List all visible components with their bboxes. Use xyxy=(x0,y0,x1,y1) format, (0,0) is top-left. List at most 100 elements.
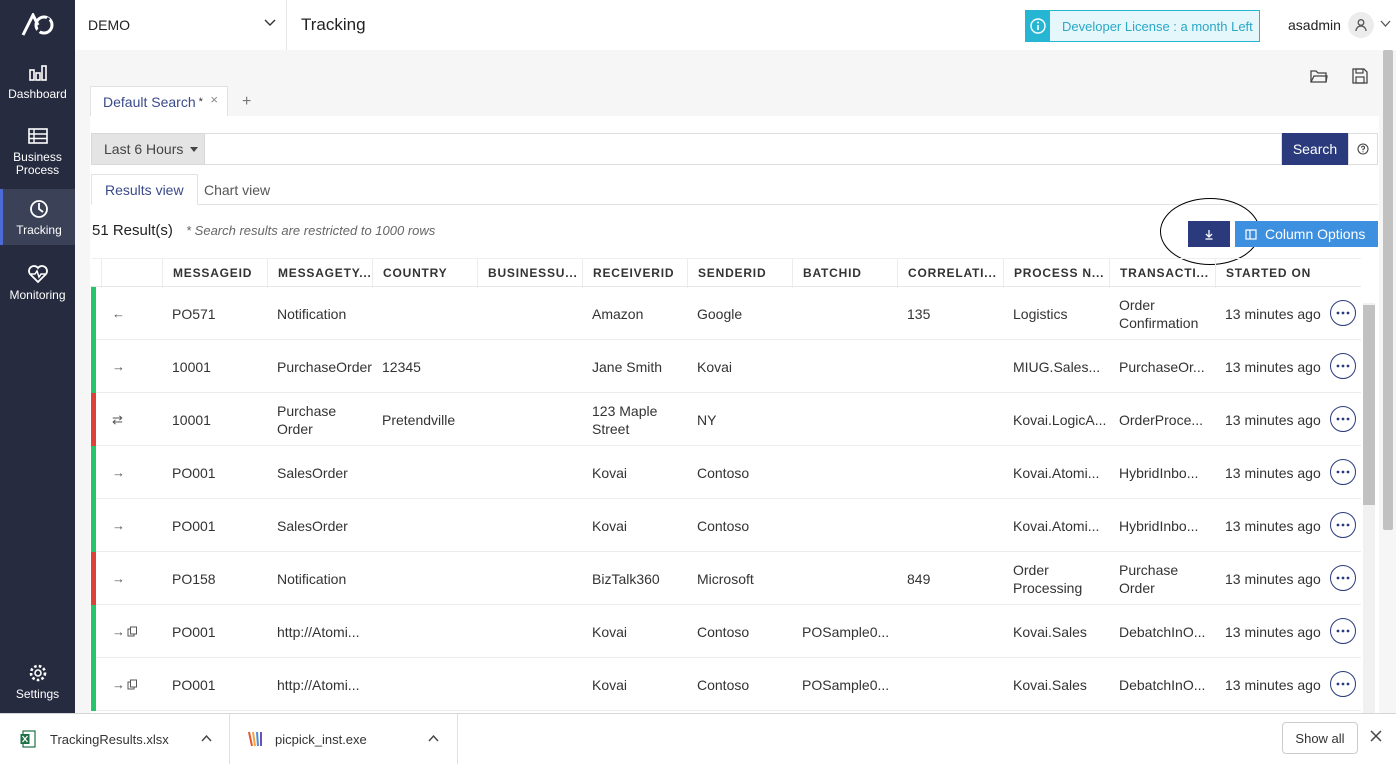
column-options-button[interactable]: Column Options xyxy=(1235,221,1378,247)
column-header[interactable]: CORRELATI... xyxy=(897,259,1003,288)
table-header: MESSAGEID MESSAGETY... COUNTRY BUSINESSU...… xyxy=(91,258,1361,288)
table-row[interactable]: → PO001 http://Atomi... Kovai Contoso POSampl… xyxy=(91,605,1361,658)
search-button[interactable]: Search xyxy=(1282,133,1348,165)
table-cell: Kovai.Sales xyxy=(1003,605,1109,658)
query-input[interactable] xyxy=(205,133,1282,165)
cell-text: DebatchInO... xyxy=(1119,676,1206,693)
sidebar-item-dashboard[interactable]: Dashboard xyxy=(0,62,75,101)
cell-text: Kovai.Atomi... xyxy=(1013,464,1100,481)
more-options-button[interactable] xyxy=(1330,512,1356,538)
table-cell: SalesOrder xyxy=(267,446,372,499)
more-options-button[interactable] xyxy=(1330,300,1356,326)
table-row[interactable]: ← PO571 Notification Amazon Google 135 Logisti… xyxy=(91,287,1361,340)
table-row[interactable]: → PO001 SalesOrder Kovai Contoso Kovai.Atomi.… xyxy=(91,499,1361,552)
table-row[interactable]: ⇄ 10001 Purchase Order Pretendville 123 Mapl… xyxy=(91,393,1361,446)
table-cell: 13 minutes ago xyxy=(1215,658,1321,711)
heart-pulse-icon xyxy=(27,263,49,285)
table-scrollbar-thumb[interactable] xyxy=(1363,305,1375,505)
more-options-button[interactable] xyxy=(1330,565,1356,591)
table-cell xyxy=(372,446,477,499)
cell-text: http://Atomi... xyxy=(277,676,360,693)
cell-text: 10001 xyxy=(172,411,211,428)
table-cell: Google xyxy=(687,287,792,340)
time-range-dropdown[interactable]: Last 6 Hours xyxy=(91,133,205,165)
download-item[interactable]: picpick_inst.exe xyxy=(230,714,458,764)
logo-icon[interactable] xyxy=(0,0,75,50)
table-row[interactable]: → PO001 SalesOrder Kovai Contoso Kovai.Atomi.… xyxy=(91,446,1361,499)
show-all-button[interactable]: Show all xyxy=(1282,722,1358,754)
tab-results-view[interactable]: Results view xyxy=(91,174,198,205)
user-icon xyxy=(1355,19,1367,32)
ellipsis-icon xyxy=(1336,470,1350,474)
cell-text: DebatchInO... xyxy=(1119,623,1206,640)
chevron-down-icon[interactable] xyxy=(1380,20,1391,28)
tab-chart-view[interactable]: Chart view xyxy=(204,181,271,198)
column-header[interactable]: COUNTRY xyxy=(372,259,477,288)
more-options-button[interactable] xyxy=(1330,459,1356,485)
cell-text: POSample0... xyxy=(802,676,890,693)
more-options-button[interactable] xyxy=(1330,406,1356,432)
license-badge[interactable]: Developer License : a month Left xyxy=(1025,10,1260,42)
table-row[interactable]: → 10001 PurchaseOrder 12345 Jane Smith Kovai M… xyxy=(91,340,1361,393)
status-indicator xyxy=(91,393,96,446)
chevron-up-icon[interactable] xyxy=(428,735,439,742)
cell-text: NY xyxy=(697,411,717,428)
table-cell: Purchase Order xyxy=(1109,552,1215,605)
sidebar-item-tracking[interactable]: Tracking xyxy=(0,189,75,245)
chevron-up-icon[interactable] xyxy=(201,735,212,742)
username[interactable]: asadmin xyxy=(1288,17,1341,33)
cell-text: Order Processing xyxy=(1013,561,1083,596)
sidebar-item-settings[interactable]: Settings xyxy=(0,662,75,701)
help-icon[interactable] xyxy=(1348,133,1378,165)
direction-icon: ← xyxy=(112,287,125,340)
folder-open-icon[interactable] xyxy=(1310,68,1328,84)
table-cell: Contoso xyxy=(687,446,792,499)
status-indicator xyxy=(91,499,96,552)
more-options-button[interactable] xyxy=(1330,618,1356,644)
tab-default-search[interactable]: Default Search * × xyxy=(90,86,228,117)
cell-text: PO001 xyxy=(172,517,216,534)
table-cell: Kovai xyxy=(582,499,687,552)
table-cell: Kovai.Sales xyxy=(1003,658,1109,711)
column-header[interactable]: MESSAGETY... xyxy=(267,259,372,288)
cell-text: 849 xyxy=(907,570,931,587)
column-header[interactable]: STARTED ON xyxy=(1215,259,1321,288)
close-icon[interactable]: × xyxy=(210,92,218,107)
cell-text: 135 xyxy=(907,305,931,322)
sidebar-item-business-process[interactable]: Business Process xyxy=(0,125,75,177)
table-cell: BizTalk360 xyxy=(582,552,687,605)
save-icon[interactable] xyxy=(1352,68,1368,84)
ellipsis-icon xyxy=(1336,682,1350,686)
table-row[interactable]: → PO158 Notification BizTalk360 Microsoft 849… xyxy=(91,552,1361,605)
direction-arrow-icon: → xyxy=(112,359,125,374)
cell-text: http://Atomi... xyxy=(277,623,360,640)
environment-select[interactable]: DEMO xyxy=(75,0,287,50)
direction-icon: → xyxy=(112,446,125,499)
cell-text: Purchase Order xyxy=(1119,561,1179,596)
column-header[interactable]: BUSINESSU... xyxy=(477,259,582,288)
table-cell: PO001 xyxy=(162,446,267,499)
more-options-button[interactable] xyxy=(1330,671,1356,697)
table-row[interactable]: → PO001 http://Atomi... Kovai Contoso POSampl… xyxy=(91,658,1361,711)
column-header[interactable]: TRANSACTI... xyxy=(1109,259,1215,288)
avatar[interactable] xyxy=(1348,12,1374,38)
column-header[interactable]: MESSAGEID xyxy=(162,259,267,288)
column-header[interactable]: SENDERID xyxy=(687,259,792,288)
sidebar-item-monitoring[interactable]: Monitoring xyxy=(0,263,75,302)
column-header[interactable]: PROCESS N... xyxy=(1003,259,1109,288)
table-cell: Notification xyxy=(267,552,372,605)
caret-down-icon xyxy=(190,146,199,152)
scrollbar[interactable] xyxy=(1383,50,1393,530)
cell-text: Kovai xyxy=(697,358,733,375)
close-icon[interactable] xyxy=(1369,729,1383,743)
cell-text: PurchaseOrder xyxy=(277,358,372,375)
cell-text: 13 minutes ago xyxy=(1225,570,1321,587)
more-options-button[interactable] xyxy=(1330,353,1356,379)
column-header[interactable]: RECEIVERID xyxy=(582,259,687,288)
add-tab-button[interactable]: + xyxy=(242,93,252,110)
cell-text: Logistics xyxy=(1013,305,1068,322)
direction-icon: → xyxy=(112,340,125,393)
table-cell: HybridInbo... xyxy=(1109,446,1215,499)
download-item[interactable]: TrackingResults.xlsx xyxy=(0,714,230,764)
column-header[interactable]: BATCHID xyxy=(792,259,897,288)
